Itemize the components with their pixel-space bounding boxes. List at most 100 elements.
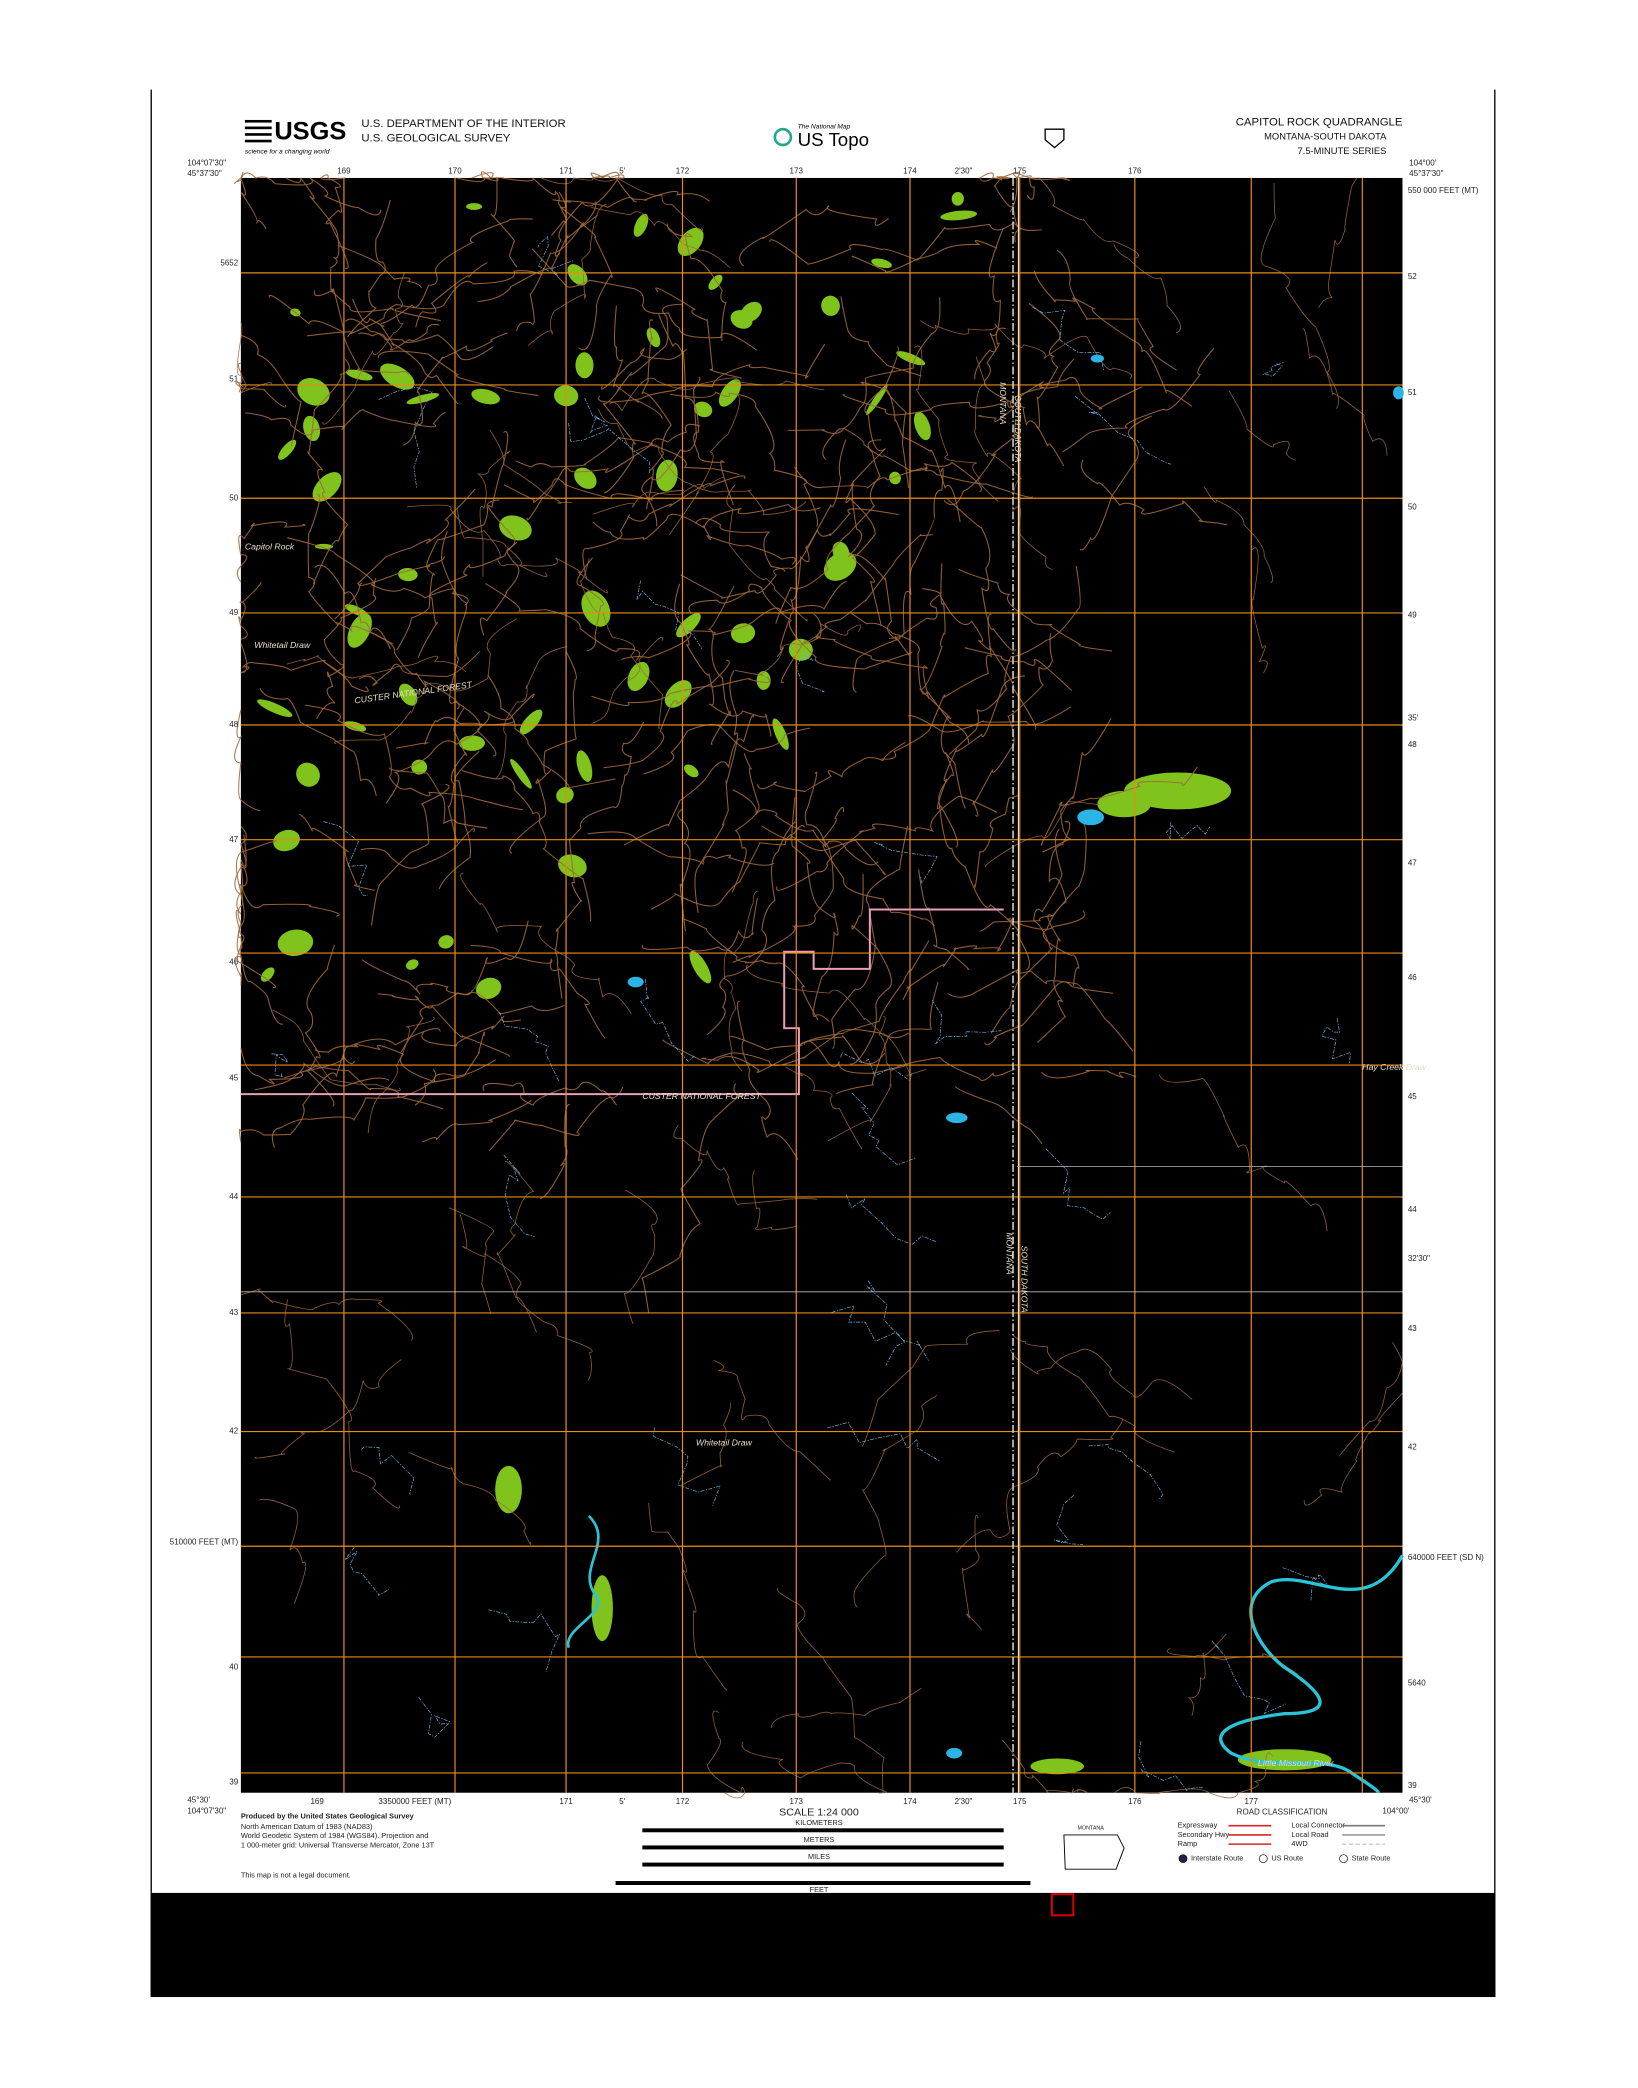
contour (780, 533, 933, 684)
contour (254, 1062, 390, 1091)
contour (254, 1359, 402, 1459)
scale-unit: METERS (804, 1835, 835, 1844)
contour (670, 391, 819, 527)
right-tick-label: 32'30" (1408, 1254, 1430, 1263)
contour (360, 828, 475, 869)
contour (891, 1056, 1016, 1081)
vegetation (405, 959, 419, 970)
contour (558, 191, 613, 351)
vegetation (865, 384, 888, 415)
contour (623, 1189, 658, 1324)
water-body (946, 1112, 968, 1124)
contour (776, 795, 998, 891)
contour (234, 840, 277, 985)
left-tick-label: 47 (229, 835, 238, 844)
stream (831, 1305, 906, 1366)
right-tick-label: 52 (1408, 272, 1417, 281)
place-name: Whitetail Draw (254, 640, 311, 650)
contour (299, 813, 375, 891)
stream (874, 842, 938, 884)
contour (344, 318, 440, 351)
top-tick-label: 173 (790, 167, 804, 176)
bottom-tick-label: 3350000 FEET (MT) (378, 1797, 451, 1806)
vegetation (772, 718, 789, 750)
contour (958, 568, 1113, 652)
contour (576, 557, 605, 652)
contour (307, 494, 394, 645)
stream (271, 1053, 289, 1077)
contour (785, 1066, 863, 1150)
contour (461, 769, 592, 922)
road-type: Expressway (1178, 1821, 1218, 1830)
stream (568, 422, 651, 473)
contour (1012, 172, 1070, 200)
right-tick-label: 46 (1408, 973, 1417, 982)
contour (591, 676, 771, 706)
contour (655, 287, 742, 379)
top-tick-label: 170 (448, 167, 462, 176)
vegetation (951, 192, 964, 206)
contour (268, 294, 410, 375)
place-name: MONTANA (1005, 1233, 1015, 1275)
contour (337, 244, 423, 289)
contour (284, 1299, 401, 1509)
scale-unit: KILOMETERS (795, 1818, 843, 1827)
top-tick-label: 5' (619, 167, 625, 176)
left-tick-label: 46 (229, 957, 238, 966)
left-tick-label: 42 (229, 1427, 238, 1436)
contour (1032, 177, 1139, 259)
state-outline (1063, 1834, 1125, 1870)
contour (706, 821, 796, 1036)
contour (590, 206, 731, 269)
contour (775, 439, 882, 624)
contour (238, 581, 262, 640)
contour (304, 944, 336, 1107)
top-tick-label: 2'30" (955, 167, 973, 176)
logo-text: USGS (274, 118, 346, 146)
forest-boundary (240, 908, 1004, 1096)
contour (822, 297, 941, 460)
vegetation (788, 638, 813, 661)
contour (641, 319, 672, 510)
contour (688, 583, 913, 670)
contour (847, 480, 910, 656)
contour (592, 477, 724, 515)
contour (641, 1083, 743, 1314)
contour (804, 771, 935, 927)
contour (554, 171, 620, 257)
contour (388, 767, 488, 829)
vegetation (689, 950, 712, 984)
vegetation (821, 295, 840, 316)
contour (1012, 1334, 1175, 1453)
contour (1040, 766, 1198, 846)
vegetation (664, 680, 692, 708)
vegetation (438, 935, 454, 949)
route-type: US Route (1271, 1854, 1303, 1863)
stream (361, 1446, 415, 1495)
top-tick-label: 169 (337, 167, 351, 176)
contour (259, 687, 377, 797)
stream (1262, 361, 1284, 377)
vegetation (576, 750, 593, 782)
contour (495, 646, 568, 780)
top-tick-label: 171 (559, 167, 573, 176)
contour (918, 869, 970, 970)
bottom-tick-label: 5' (619, 1797, 625, 1806)
contour (552, 190, 710, 208)
contour (591, 636, 663, 724)
bottom-tick-label: 171 (559, 1797, 573, 1806)
contour (776, 1588, 885, 1794)
contour (918, 563, 966, 809)
right-tick-label: 42 (1408, 1443, 1417, 1452)
contour (396, 556, 445, 651)
vegetation (940, 210, 978, 221)
contour (539, 1104, 571, 1200)
contour (286, 655, 467, 679)
stream (636, 580, 703, 650)
contour (487, 675, 616, 789)
contour (421, 1099, 532, 1143)
vegetation (627, 661, 650, 692)
route-shield (1178, 1854, 1188, 1863)
contour (240, 172, 382, 216)
